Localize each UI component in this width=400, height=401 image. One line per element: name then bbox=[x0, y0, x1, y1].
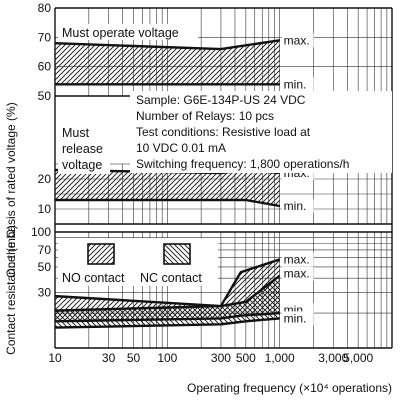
label-bg bbox=[281, 77, 314, 92]
x-tick-label: 3,000 bbox=[318, 351, 348, 365]
x-tick-label: 300 bbox=[211, 351, 231, 365]
y-axis-title-resistance: Contact resistance (mΩ) bbox=[4, 225, 18, 355]
no-contact-max-line bbox=[54, 258, 281, 308]
y-tick-label: 30 bbox=[38, 286, 52, 300]
release-label-line-1: Must bbox=[62, 126, 90, 140]
x-tick-label: 30 bbox=[102, 351, 116, 365]
data-bands bbox=[54, 39, 281, 329]
x-tick-label: 1,000 bbox=[265, 351, 295, 365]
x-tick-label: 500 bbox=[236, 351, 256, 365]
label-bg bbox=[281, 252, 314, 267]
operate-voltage-band bbox=[55, 40, 280, 85]
y-tick-label: 100 bbox=[31, 225, 51, 239]
operate-voltage-max-line bbox=[54, 39, 280, 51]
y-tick-label: 50 bbox=[38, 260, 52, 274]
nc-contact-min-line bbox=[54, 317, 280, 329]
min-label: min. bbox=[284, 311, 307, 325]
y-tick-label: 20 bbox=[38, 172, 52, 186]
label-bg bbox=[281, 311, 314, 326]
legend: NO contact NC contact bbox=[58, 238, 218, 286]
y-axis-title-voltage: On the basis of rated voltage (%) bbox=[4, 102, 18, 277]
sample-line-3: Test conditions: Resistive load at bbox=[136, 125, 311, 139]
min-label: min. bbox=[284, 199, 307, 213]
label-bg bbox=[281, 33, 314, 48]
y-tick-label: 70 bbox=[38, 30, 52, 44]
release-voltage-band bbox=[55, 170, 280, 206]
label-bg bbox=[281, 266, 314, 281]
max-label: max. bbox=[284, 252, 310, 266]
legend-label-nc: NC contact bbox=[140, 271, 202, 285]
y-tick-label: 10 bbox=[38, 202, 52, 216]
nc-contact-band bbox=[55, 275, 280, 328]
y-tick-label: 60 bbox=[38, 60, 52, 74]
release-label-line-2: release bbox=[62, 142, 103, 156]
nc-contact-max-line bbox=[54, 274, 281, 312]
legend-label-no: NO contact bbox=[62, 271, 125, 285]
axis-tick-labels: 50 60 70 80 10 20 100 70 50 30 10 30 50 100 300 500 1,00… bbox=[31, 1, 374, 365]
sample-line-4: 10 VDC 0.01 mA bbox=[136, 141, 226, 155]
y-tick-label: 50 bbox=[38, 89, 52, 103]
y-tick-label: 70 bbox=[38, 243, 52, 257]
release-label-line-3: voltage bbox=[62, 158, 102, 172]
sample-line-1: Sample: G6E-134P-US 24 VDC bbox=[136, 93, 306, 107]
x-tick-label: 100 bbox=[157, 351, 177, 365]
release-voltage-min-line bbox=[55, 198, 280, 208]
y-tick-label: 80 bbox=[38, 1, 52, 15]
x-axis-title: Operating frequency (×10⁴ operations) bbox=[187, 381, 392, 395]
min-label: min. bbox=[284, 77, 307, 91]
x-tick-label: 5,000 bbox=[343, 351, 373, 365]
x-tick-label: 50 bbox=[127, 351, 141, 365]
sample-info-box: Sample: G6E-134P-US 24 VDC Number of Rel… bbox=[130, 91, 392, 173]
sample-line-5: Switching frequency: 1,800 operations/h bbox=[136, 157, 349, 171]
label-bg bbox=[281, 199, 314, 213]
max-label: max. bbox=[284, 267, 310, 281]
x-tick-label: 10 bbox=[48, 351, 62, 365]
legend-swatch-nc bbox=[163, 243, 191, 265]
annotations: max.min.max.min.max.max.min.min. bbox=[281, 33, 314, 326]
legend-swatch-no bbox=[87, 243, 115, 265]
max-label: max. bbox=[284, 33, 310, 47]
operate-voltage-label: Must operate voltage bbox=[62, 26, 179, 40]
sample-line-2: Number of Relays: 10 pcs bbox=[136, 109, 274, 123]
